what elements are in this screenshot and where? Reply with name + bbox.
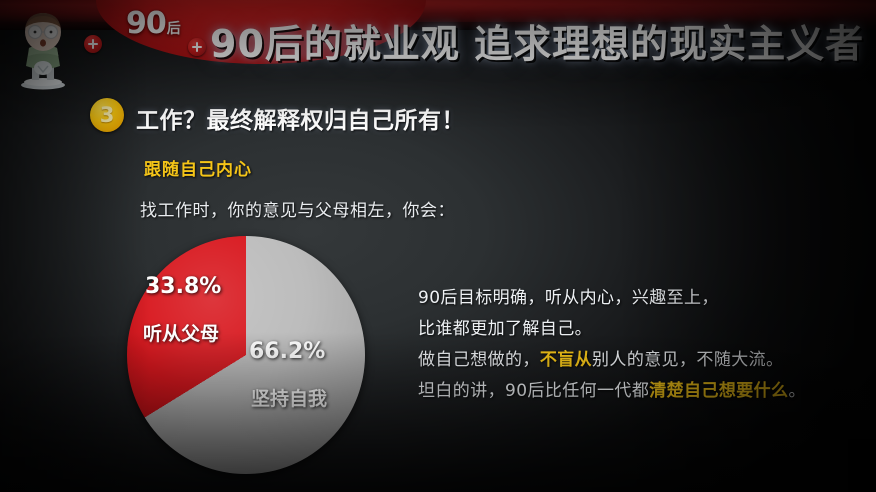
background-vignette xyxy=(0,0,876,492)
slide-canvas: 90后 90后的就业观 追求理想的现实主义者 3 工作？最终解释权归自己所有！ … xyxy=(0,0,876,492)
